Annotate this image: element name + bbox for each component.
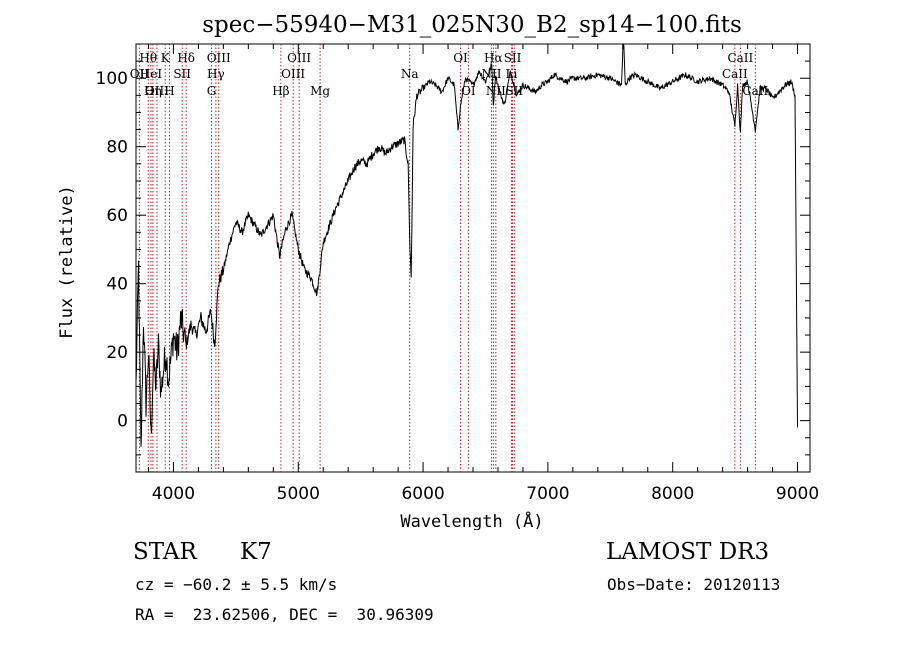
line-label: NII bbox=[486, 84, 506, 98]
line-label: CaII bbox=[727, 51, 753, 65]
line-label: Hγ bbox=[207, 67, 225, 81]
line-label: H bbox=[164, 84, 174, 98]
line-label: SII bbox=[173, 67, 191, 81]
line-label: OIII bbox=[281, 67, 305, 81]
x-tick-label: 5000 bbox=[277, 484, 320, 504]
line-label: Na bbox=[401, 67, 419, 81]
line-label: SII bbox=[504, 51, 522, 65]
line-label: HeI bbox=[140, 67, 163, 81]
y-axis-label: Flux (relative) bbox=[57, 185, 77, 339]
x-axis: 4000 5000 6000 7000 8000 9000 bbox=[147, 44, 819, 504]
plot-frame bbox=[135, 43, 811, 473]
y-tick-label: 60 bbox=[106, 206, 128, 226]
line-label: OIII bbox=[287, 51, 311, 65]
x-axis-label: Wavelength (Å) bbox=[400, 510, 543, 530]
line-label: OIII bbox=[145, 84, 169, 98]
y-tick-label: 40 bbox=[106, 275, 128, 295]
object-class: STAR bbox=[133, 539, 197, 565]
line-label: Hα bbox=[484, 51, 503, 65]
line-label: Hθ bbox=[139, 51, 157, 65]
x-tick-label: 8000 bbox=[651, 484, 694, 504]
object-subclass: K7 bbox=[240, 539, 272, 565]
line-label: Hη bbox=[144, 84, 162, 98]
series-group bbox=[135, 43, 798, 447]
line-label: Hβ bbox=[272, 84, 289, 98]
x-tick-label: 4000 bbox=[152, 484, 195, 504]
x-tick-label: 6000 bbox=[401, 484, 444, 504]
survey-name: LAMOST DR3 bbox=[606, 539, 770, 565]
line-label: Hδ bbox=[177, 51, 195, 65]
line-label: CaII bbox=[722, 67, 748, 81]
chart-title: spec−55940−M31_025N30_B2_sp14−100.fits bbox=[202, 12, 742, 38]
spectrum-line bbox=[135, 43, 798, 447]
line-label: OI bbox=[453, 51, 468, 65]
x-tick-label: 9000 bbox=[776, 484, 819, 504]
line-label: G bbox=[207, 84, 217, 98]
y-tick-label: 100 bbox=[96, 69, 128, 89]
redshift-text: cz = −60.2 ± 5.5 km/s bbox=[135, 575, 338, 594]
line-label: Mg bbox=[310, 84, 330, 98]
y-tick-label: 0 bbox=[117, 412, 128, 432]
reference-lines bbox=[138, 44, 756, 472]
y-tick-label: 20 bbox=[106, 343, 128, 363]
line-label: OI bbox=[461, 84, 476, 98]
coordinates-text: RA = 23.62506, DEC = 30.96309 bbox=[135, 605, 434, 624]
x-tick-label: 7000 bbox=[526, 484, 569, 504]
obs-date-text: Obs−Date: 20120113 bbox=[607, 575, 781, 594]
line-label: K bbox=[161, 51, 171, 65]
y-axis: 0 20 40 60 80 100 bbox=[96, 60, 810, 456]
line-label: OII bbox=[130, 67, 150, 81]
y-tick-label: 80 bbox=[106, 138, 128, 158]
line-label: OIII bbox=[207, 51, 231, 65]
